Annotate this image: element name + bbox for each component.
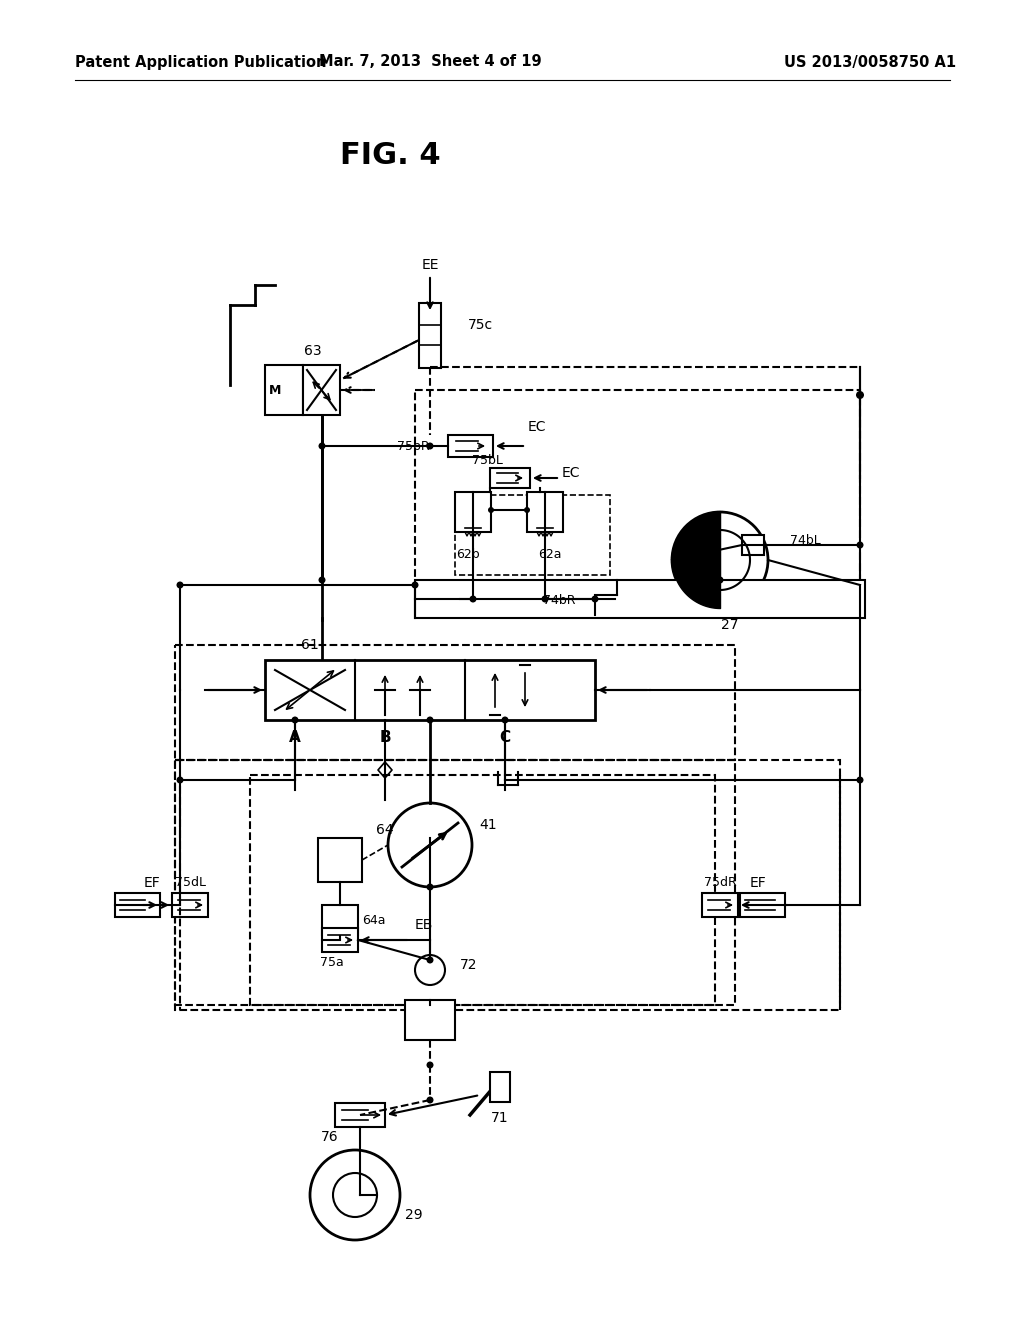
Circle shape — [337, 1177, 373, 1213]
Circle shape — [427, 1097, 433, 1104]
Bar — [115, 894, 160, 917]
Circle shape — [542, 595, 549, 602]
Circle shape — [592, 595, 598, 602]
Circle shape — [427, 883, 433, 891]
Circle shape — [412, 582, 419, 589]
Circle shape — [292, 717, 299, 723]
Circle shape — [318, 442, 326, 450]
Bar — [175, 760, 840, 1010]
Text: A: A — [289, 730, 301, 746]
Text: M: M — [269, 384, 282, 396]
Text: 76: 76 — [322, 1130, 339, 1144]
Text: 75a: 75a — [321, 956, 344, 969]
Circle shape — [427, 957, 433, 964]
Bar — [527, 492, 563, 532]
Bar — [322, 928, 358, 952]
Text: EE: EE — [421, 257, 438, 272]
Bar — [742, 535, 764, 554]
Text: 63: 63 — [304, 345, 322, 358]
Text: B: B — [379, 730, 391, 746]
Circle shape — [717, 577, 724, 583]
Text: 64a: 64a — [362, 913, 385, 927]
Circle shape — [318, 577, 326, 583]
Bar — [449, 436, 493, 457]
Text: 75dR: 75dR — [703, 876, 736, 890]
Text: 74bR: 74bR — [543, 594, 575, 606]
Text: 64: 64 — [376, 822, 393, 837]
Bar — [175, 760, 735, 1005]
Text: 61: 61 — [301, 638, 318, 652]
Circle shape — [502, 717, 509, 723]
Circle shape — [427, 1061, 433, 1068]
Circle shape — [856, 541, 863, 549]
Bar — [265, 366, 303, 414]
Text: C: C — [500, 730, 511, 746]
Text: 74bL: 74bL — [790, 533, 821, 546]
Bar — [303, 366, 340, 414]
Text: EC: EC — [562, 466, 581, 480]
Bar — [419, 304, 441, 368]
Circle shape — [415, 954, 445, 985]
Bar — [415, 389, 860, 585]
Text: Patent Application Publication: Patent Application Publication — [75, 54, 327, 70]
Text: 72: 72 — [460, 958, 477, 972]
Bar — [172, 894, 208, 917]
Circle shape — [672, 512, 768, 609]
Text: EB: EB — [415, 917, 433, 932]
Bar — [250, 775, 715, 1005]
Bar — [455, 492, 490, 532]
Bar — [318, 838, 362, 882]
Circle shape — [856, 776, 863, 784]
Circle shape — [427, 442, 433, 450]
Text: 62a: 62a — [539, 549, 562, 561]
Polygon shape — [461, 500, 483, 520]
Text: EF: EF — [143, 876, 160, 890]
Bar — [265, 660, 595, 719]
Text: EF: EF — [750, 876, 767, 890]
Bar — [322, 906, 358, 935]
Text: Mar. 7, 2013  Sheet 4 of 19: Mar. 7, 2013 Sheet 4 of 19 — [318, 54, 542, 70]
Circle shape — [333, 1173, 377, 1217]
Circle shape — [388, 803, 472, 887]
Polygon shape — [535, 500, 557, 520]
Bar — [175, 645, 735, 760]
Text: 75dL: 75dL — [174, 876, 206, 890]
Bar — [490, 469, 530, 488]
Text: 62b: 62b — [456, 549, 480, 561]
Bar — [595, 595, 617, 615]
Circle shape — [176, 582, 183, 589]
Circle shape — [524, 507, 530, 513]
Circle shape — [176, 776, 183, 784]
Circle shape — [469, 595, 476, 602]
Text: 71: 71 — [492, 1111, 509, 1125]
Bar — [335, 1104, 385, 1127]
Bar — [702, 894, 738, 917]
Bar — [415, 579, 865, 618]
Bar — [455, 495, 610, 576]
Circle shape — [427, 717, 433, 723]
Circle shape — [488, 507, 494, 513]
Text: 75c: 75c — [468, 318, 494, 333]
Text: EC: EC — [528, 420, 547, 434]
Text: US 2013/0058750 A1: US 2013/0058750 A1 — [784, 54, 956, 70]
Text: 29: 29 — [406, 1208, 423, 1222]
Text: 27: 27 — [721, 618, 738, 632]
Text: 75bL: 75bL — [472, 454, 503, 466]
Text: 41: 41 — [479, 818, 497, 832]
Bar — [740, 894, 785, 917]
Bar — [406, 1001, 455, 1040]
Circle shape — [856, 391, 864, 399]
Bar — [490, 1072, 510, 1102]
Polygon shape — [440, 817, 458, 833]
Circle shape — [310, 1150, 400, 1239]
Text: 75bR: 75bR — [397, 440, 430, 453]
Text: FIG. 4: FIG. 4 — [340, 140, 440, 169]
